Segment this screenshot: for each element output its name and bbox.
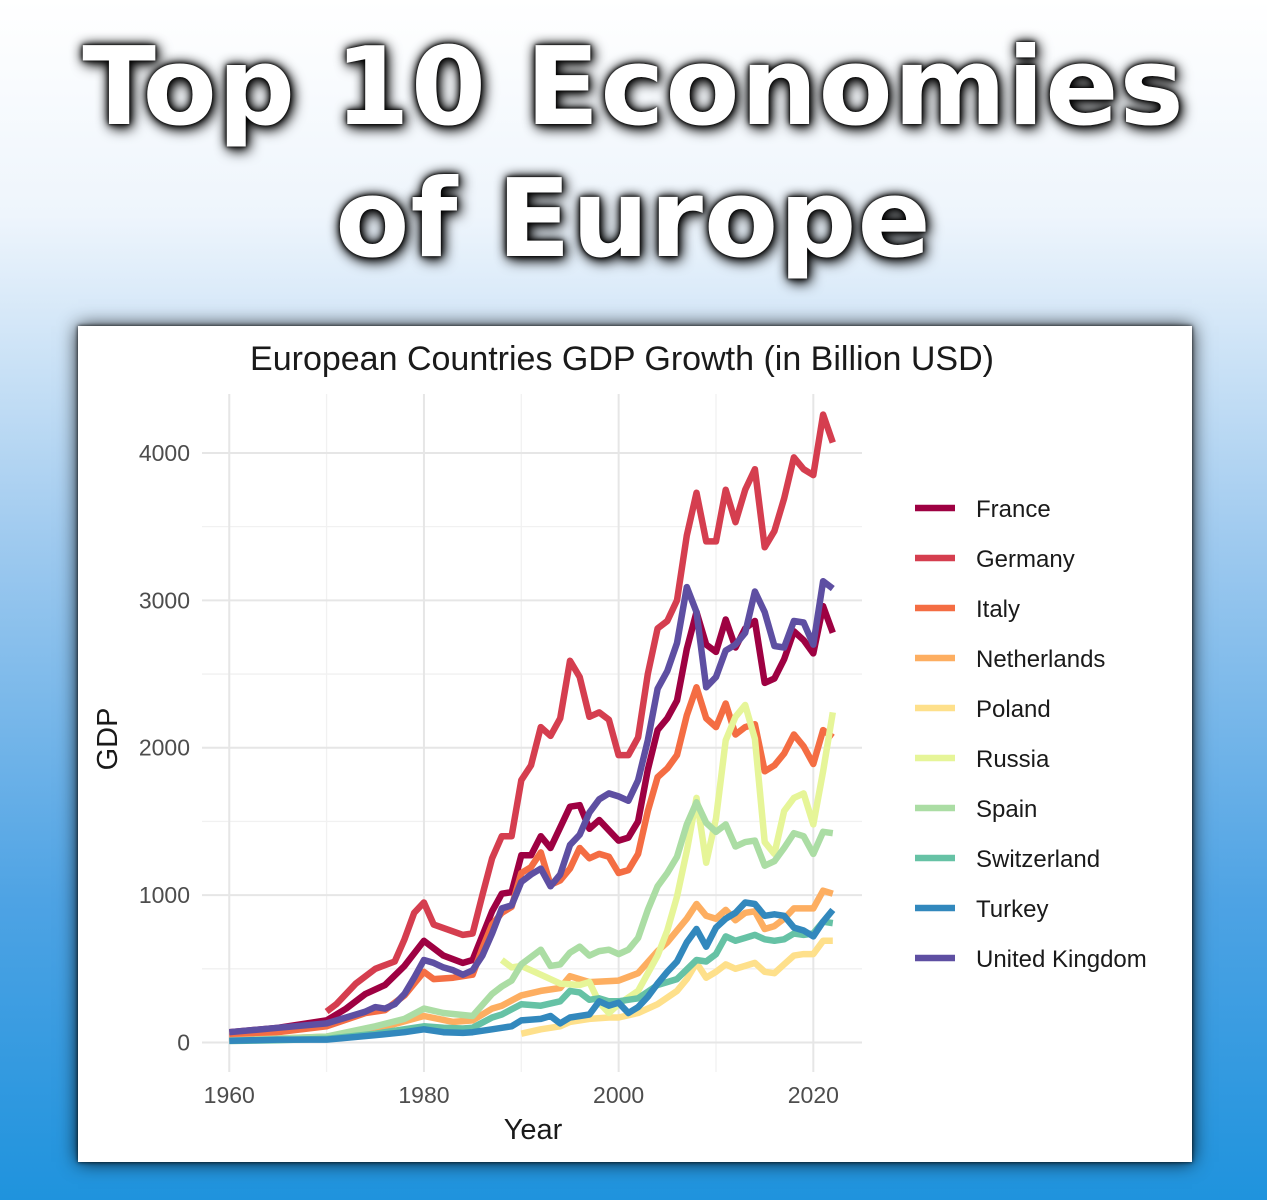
y-tick-label: 0 [177, 1030, 190, 1056]
legend-label-russia: Russia [976, 746, 1050, 773]
series-line-russia [499, 701, 837, 1017]
y-axis-title: GDP [92, 708, 124, 771]
legend-label-turkey: Turkey [976, 896, 1048, 923]
legend-label-netherlands: Netherlands [976, 646, 1105, 673]
gdp-line-chart: European Countries GDP Growth (in Billio… [92, 340, 1147, 1146]
series-line-spain [229, 799, 834, 1045]
y-tick-label: 2000 [139, 735, 190, 761]
chart-panel: European Countries GDP Growth (in Billio… [78, 326, 1192, 1162]
legend-label-spain: Spain [976, 796, 1037, 823]
series-line-netherlands [229, 887, 834, 1044]
headline-line-1: Top 10 Economies [82, 25, 1185, 150]
legend-label-germany: Germany [976, 546, 1075, 573]
x-tick-label: 2000 [593, 1082, 644, 1108]
y-tick-label: 1000 [139, 882, 190, 908]
series-lines [229, 411, 837, 1045]
legend-label-switzerland: Switzerland [976, 846, 1100, 873]
legend-label-italy: Italy [976, 596, 1020, 623]
y-tick-label: 3000 [139, 587, 190, 613]
legend-label-france: France [976, 496, 1051, 523]
series-line-poland [520, 937, 833, 1037]
series-line-italy [229, 684, 835, 1040]
series-line-united-kingdom [229, 577, 835, 1036]
x-tick-label: 1980 [398, 1082, 449, 1108]
series-line-turkey [229, 899, 836, 1045]
y-tick-label: 4000 [139, 440, 190, 466]
x-axis-title: Year [504, 1114, 563, 1146]
legend-label-poland: Poland [976, 696, 1051, 723]
series-line-germany [324, 411, 836, 1015]
x-tick-label: 1960 [204, 1082, 255, 1108]
legend: France Germany Italy Netherlands Poland Russi… [915, 496, 1147, 973]
axis-ticks: 1960 1980 2000 2020 0 1000 2000 3000 4000 [139, 440, 839, 1108]
legend-label-united-kingdom: United Kingdom [976, 946, 1147, 973]
headline: Top 10 Economies of Europe [0, 22, 1267, 286]
series-line-france [229, 602, 836, 1036]
chart-title: European Countries GDP Growth (in Billio… [250, 340, 994, 378]
headline-line-2: of Europe [335, 157, 932, 282]
x-tick-label: 2020 [788, 1082, 839, 1108]
